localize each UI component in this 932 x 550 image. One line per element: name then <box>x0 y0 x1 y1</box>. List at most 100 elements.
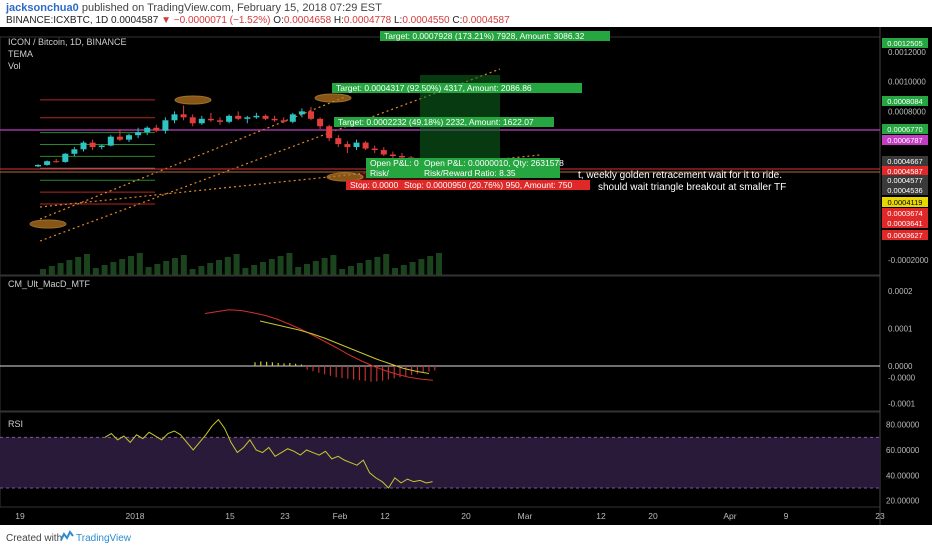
annotation-text: Stop: 0.0000 <box>350 180 398 190</box>
candle-body <box>189 117 196 124</box>
volume-bar <box>260 262 266 275</box>
highlight-ellipse <box>29 219 67 229</box>
candle-body <box>217 120 223 122</box>
rsi-tick-label: 20.00000 <box>886 497 920 506</box>
volume-bar <box>154 264 161 275</box>
volume-bar <box>163 261 170 275</box>
volume-bar <box>180 255 187 275</box>
price-tag-label: 0.0004577 <box>887 176 922 185</box>
price-tag-label: 0.0003674 <box>887 209 922 218</box>
volume-bar <box>330 255 337 275</box>
volume-bar <box>374 257 381 275</box>
candle-body <box>389 154 396 156</box>
wedge-upper-line <box>39 68 501 242</box>
price-tick-label: 0.0008000 <box>888 107 926 116</box>
annotation-box <box>366 158 422 168</box>
price-tag <box>882 230 928 240</box>
price-tag <box>882 175 928 185</box>
candle-body <box>62 153 69 162</box>
candle-body <box>44 161 51 165</box>
candle-body <box>289 114 296 122</box>
candle-body <box>344 144 351 148</box>
volume-bar <box>427 256 434 275</box>
price-tick-label: -0.0002000 <box>888 256 929 265</box>
footer: Created with TradingView <box>0 525 932 550</box>
volume-bar <box>365 260 372 275</box>
price-tag <box>882 166 928 176</box>
last-price: 0.0004587 <box>111 15 159 26</box>
x-tick-label: 20 <box>648 511 658 521</box>
chart-svg[interactable]: ICON / Bitcoin, 1D, BINANCE TEMA Vol Target… <box>0 27 932 525</box>
open-value: 0.0004658 <box>283 15 332 26</box>
price-tag <box>882 218 928 228</box>
pane-1 <box>0 275 881 412</box>
annotation-box <box>346 180 402 190</box>
candle-body <box>399 156 405 158</box>
tradingview-brand-link[interactable]: TradingView <box>76 533 132 544</box>
tradingview-logo-icon[interactable] <box>60 530 74 542</box>
candle-body <box>53 161 60 163</box>
x-tick-label: Feb <box>333 511 348 521</box>
price-tag-label: 0.0003627 <box>887 231 922 240</box>
price-tag <box>882 197 928 207</box>
rsi-band <box>0 437 880 488</box>
volume-bar <box>286 253 293 275</box>
price-tag-label: 0.0004667 <box>887 157 922 166</box>
x-tick-label: Apr <box>723 511 736 521</box>
volume-bar <box>295 267 302 275</box>
macd-tick-label: -0.0001 <box>888 400 916 409</box>
chart-header: jacksonchua0 published on TradingView.co… <box>0 0 932 27</box>
created-with-text: Created with <box>6 533 63 544</box>
volume-bar <box>48 266 55 275</box>
candle-body <box>89 142 96 148</box>
x-tick-label: 2018 <box>126 511 145 521</box>
candle-body <box>153 127 160 131</box>
close-value: 0.0004587 <box>462 15 510 26</box>
candle-body <box>335 138 342 145</box>
volume-bar <box>110 262 117 275</box>
x-tick-label: 15 <box>225 511 235 521</box>
ohlc-line: BINANCE:ICXBTC, 1D 0.0004587 ▼ −0.000007… <box>6 15 510 26</box>
candle-body <box>71 149 78 154</box>
author-link[interactable]: jacksonchua0 <box>6 2 79 14</box>
volume-bar <box>216 260 222 275</box>
annotation-text: Target: 0.0007928 (173.21%) 7928, Amount… <box>384 31 585 41</box>
annotation-text: Stop: 0.0000950 (20.76%) 950, Amount: 75… <box>404 180 573 190</box>
candle-body <box>308 111 314 119</box>
idea-note-text: should wait triangle breakout at smaller… <box>598 182 786 193</box>
price-tag <box>882 208 928 218</box>
candle-body <box>180 114 187 118</box>
volume-bar <box>312 261 319 275</box>
price-tag <box>882 124 928 134</box>
candle-body <box>371 148 378 151</box>
rsi-tick-label: 80.00000 <box>886 421 920 430</box>
highlight-ellipse <box>314 93 352 103</box>
volume-bar <box>66 260 73 275</box>
volume-bar <box>339 269 346 275</box>
macd-tick-label: -0.0000 <box>888 373 916 382</box>
candle-body <box>80 142 87 150</box>
volume-bar <box>198 266 205 275</box>
candle-body <box>326 126 333 139</box>
high-value: 0.0004778 <box>343 15 392 26</box>
price-change: ▼ −0.0000071 (−1.52%) <box>161 15 271 26</box>
volume-bar <box>233 254 240 275</box>
volume-bar <box>356 263 363 275</box>
macd-tick-label: 0.0000 <box>888 362 913 371</box>
volume-bar <box>92 268 99 275</box>
chart-canvas[interactable]: ICON / Bitcoin, 1D, BINANCE TEMA Vol Target… <box>0 27 932 525</box>
volume-bar <box>242 268 249 275</box>
volume-bar <box>75 257 82 275</box>
annotation-text: Open P&L: 0 <box>370 158 419 168</box>
price-tag-label: 0.0008084 <box>887 97 922 106</box>
volume-bar <box>128 256 134 275</box>
rsi-tick-label: 60.00000 <box>886 446 920 455</box>
volume-bar <box>84 254 90 275</box>
candle-body <box>298 111 305 115</box>
annotation-box <box>420 158 560 168</box>
price-tag <box>882 38 928 48</box>
volume-bar <box>224 257 231 275</box>
volume-bar <box>40 269 46 275</box>
candle-body <box>107 136 114 146</box>
volume-bar <box>119 259 126 275</box>
